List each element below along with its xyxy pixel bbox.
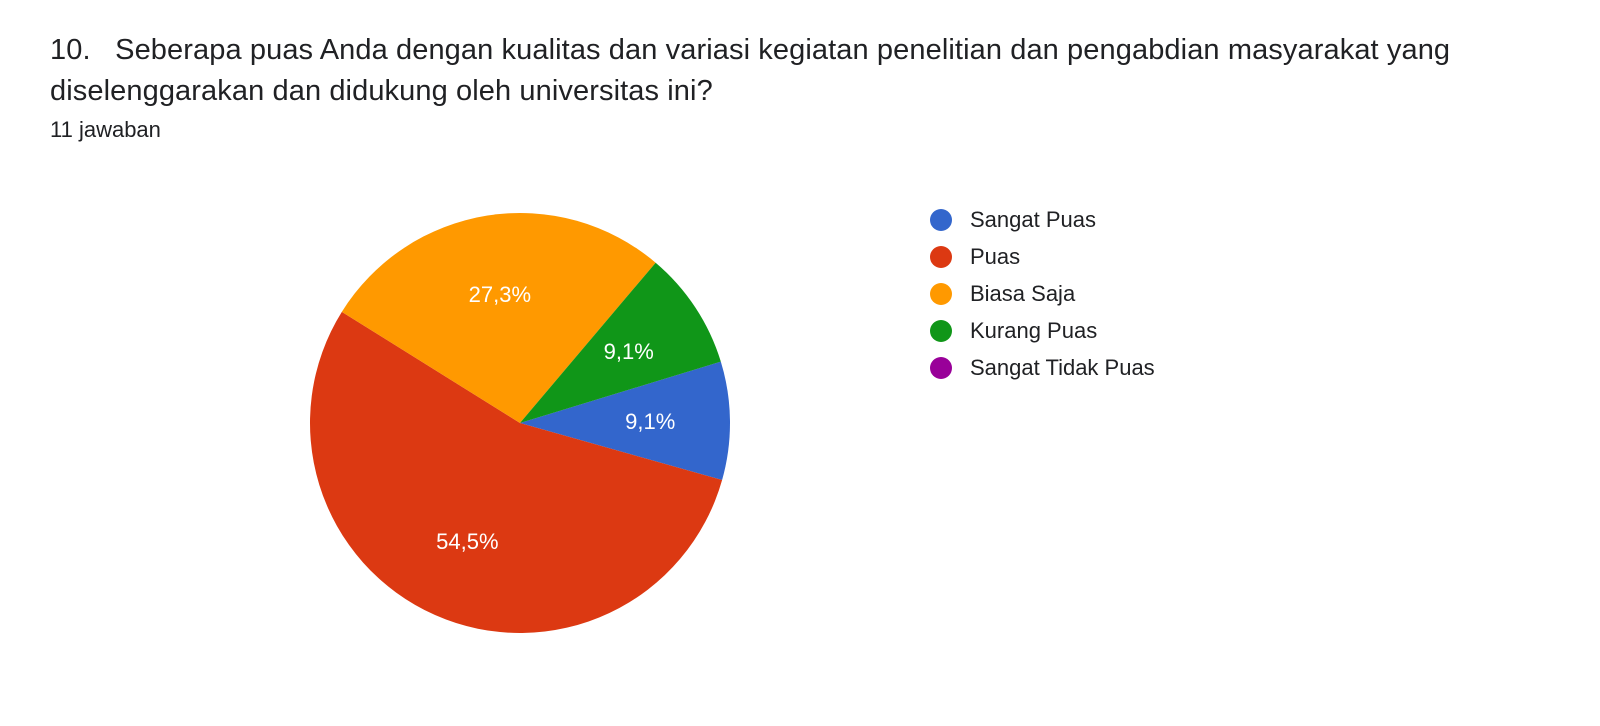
legend-label: Sangat Puas bbox=[970, 207, 1096, 233]
legend-item: Sangat Puas bbox=[930, 207, 1155, 233]
legend-item: Biasa Saja bbox=[930, 281, 1155, 307]
legend-label: Kurang Puas bbox=[970, 318, 1097, 344]
question-number: 10. bbox=[50, 34, 91, 66]
pie-chart: 9,1% 54,5% 27,3% 9,1% bbox=[300, 203, 740, 643]
response-count: 11 jawaban bbox=[50, 117, 1550, 143]
question-text: Seberapa puas Anda dengan kualitas dan v… bbox=[50, 34, 1450, 107]
pie-slice-label: 9,1% bbox=[625, 409, 675, 435]
legend-item: Kurang Puas bbox=[930, 318, 1155, 344]
legend-label: Puas bbox=[970, 244, 1020, 270]
legend-label: Sangat Tidak Puas bbox=[970, 355, 1155, 381]
legend-item: Sangat Tidak Puas bbox=[930, 355, 1155, 381]
chart-area: 9,1% 54,5% 27,3% 9,1% Sangat Puas Puas Biasa … bbox=[50, 203, 1550, 643]
pie-slice-label: 54,5% bbox=[436, 529, 498, 555]
survey-response-card: 10. Seberapa puas Anda dengan kualitas d… bbox=[0, 0, 1600, 663]
legend-label: Biasa Saja bbox=[970, 281, 1075, 307]
question-title: 10. Seberapa puas Anda dengan kualitas d… bbox=[50, 30, 1550, 111]
chart-legend: Sangat Puas Puas Biasa Saja Kurang Puas Sang… bbox=[930, 207, 1155, 392]
legend-dot-icon bbox=[930, 283, 952, 305]
legend-dot-icon bbox=[930, 357, 952, 379]
pie-slice-label: 9,1% bbox=[604, 339, 654, 365]
pie-slice-label: 27,3% bbox=[469, 282, 531, 308]
legend-dot-icon bbox=[930, 320, 952, 342]
legend-dot-icon bbox=[930, 246, 952, 268]
legend-item: Puas bbox=[930, 244, 1155, 270]
legend-dot-icon bbox=[930, 209, 952, 231]
